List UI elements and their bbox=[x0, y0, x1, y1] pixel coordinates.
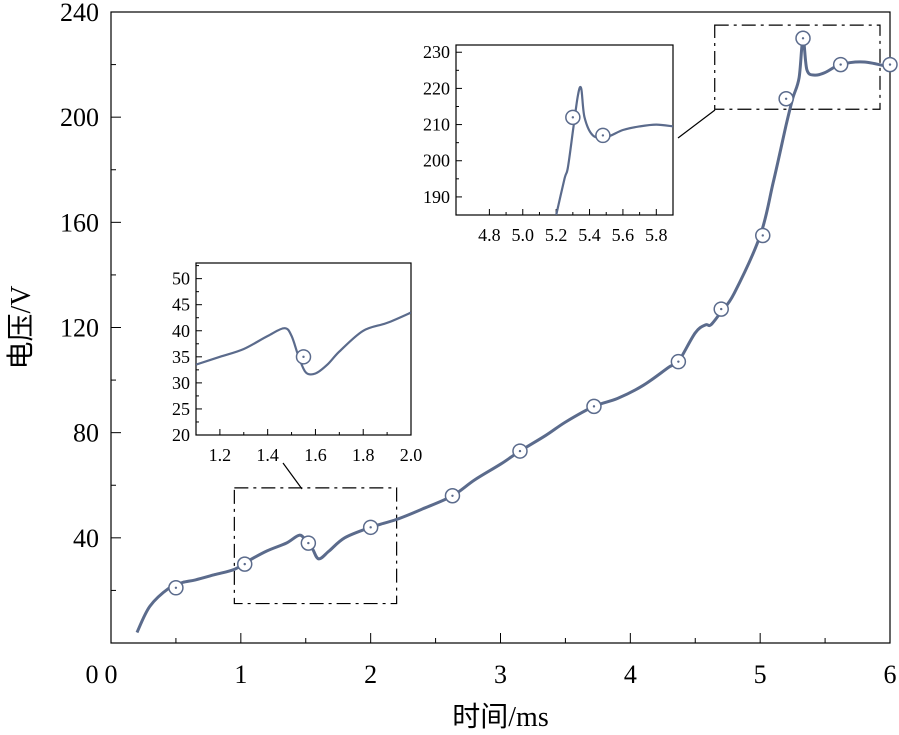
series-line bbox=[555, 85, 673, 215]
inset-background bbox=[196, 263, 411, 435]
inset-connector-high bbox=[677, 109, 716, 139]
series-line bbox=[135, 36, 890, 634]
y-axis-title: 电压/V bbox=[5, 285, 37, 369]
y-tick-label: 200 bbox=[423, 151, 450, 171]
series-marker bbox=[295, 349, 312, 365]
x-tick-label: 5.6 bbox=[612, 225, 635, 245]
x-tick-label: 4 bbox=[624, 660, 637, 689]
x-tick-label: 4.8 bbox=[478, 225, 501, 245]
y-tick-label: 220 bbox=[423, 78, 450, 98]
x-tick-label: 1.6 bbox=[304, 445, 327, 465]
series-marker bbox=[795, 30, 811, 47]
x-tick-label: 5.2 bbox=[545, 225, 568, 245]
y-tick-label: 20 bbox=[172, 425, 190, 445]
series-marker bbox=[565, 109, 581, 126]
series-marker bbox=[236, 556, 253, 572]
series-marker bbox=[512, 443, 528, 459]
series-marker bbox=[713, 301, 729, 317]
x-tick-label: 2.0 bbox=[400, 445, 423, 465]
x-tick-label: 5.4 bbox=[578, 225, 601, 245]
series-marker bbox=[595, 127, 611, 144]
series-marker bbox=[755, 227, 771, 244]
series-marker bbox=[444, 488, 461, 504]
series-marker bbox=[168, 580, 184, 596]
series-marker bbox=[832, 56, 849, 73]
series-line bbox=[196, 311, 411, 376]
y-tick-label: 40 bbox=[172, 321, 190, 341]
y-tick-label: 80 bbox=[73, 419, 99, 448]
x-tick-label: 0 bbox=[105, 660, 118, 689]
inset-background bbox=[456, 45, 673, 215]
zoom-box-low bbox=[233, 487, 398, 605]
y-tick-label: 240 bbox=[60, 0, 99, 27]
series-marker bbox=[586, 398, 602, 415]
x-axis-title: 时间/ms bbox=[452, 701, 548, 733]
inset-plot-low: 1.2 1.4 1.6 1.8 2.0 20 25 30 35 40 45 50 bbox=[172, 262, 423, 465]
y-tick-label: 35 bbox=[172, 347, 190, 367]
y-tick-label: 210 bbox=[423, 115, 450, 135]
plot-frame bbox=[195, 262, 412, 436]
y-tick-label: 190 bbox=[423, 187, 450, 207]
x-origin-label: 0 bbox=[86, 660, 99, 689]
y-tick-label: 25 bbox=[172, 399, 190, 419]
x-tick-label: 6 bbox=[884, 660, 897, 689]
inset-plot-high: 4.8 5.0 5.2 5.4 5.6 5.8 190 200 210 220 230 bbox=[423, 42, 674, 245]
series-marker bbox=[670, 353, 687, 370]
inset-connector-low bbox=[282, 462, 303, 490]
x-tick-label: 1 bbox=[234, 660, 247, 689]
y-tick-label: 160 bbox=[60, 208, 99, 237]
y-tick-label: 230 bbox=[423, 42, 450, 62]
series-marker bbox=[362, 519, 379, 536]
series-marker bbox=[882, 56, 898, 73]
x-tick-label: 5.8 bbox=[645, 225, 668, 245]
y-tick-label: 50 bbox=[172, 269, 190, 289]
x-tick-label: 1.8 bbox=[352, 445, 375, 465]
x-tick-label: 3 bbox=[494, 660, 507, 689]
plot-frame bbox=[455, 44, 674, 216]
zoom-box-high bbox=[714, 24, 881, 110]
x-tick-label: 1.2 bbox=[209, 445, 232, 465]
x-tick-label: 1.4 bbox=[256, 445, 279, 465]
x-tick-label: 5.0 bbox=[512, 225, 535, 245]
y-tick-label: 40 bbox=[73, 524, 99, 553]
y-tick-label: 30 bbox=[172, 373, 190, 393]
x-tick-label: 2 bbox=[364, 660, 377, 689]
y-tick-label: 45 bbox=[172, 295, 190, 315]
series-marker bbox=[300, 535, 317, 551]
y-tick-label: 120 bbox=[60, 314, 99, 343]
x-tick-label: 5 bbox=[754, 660, 767, 689]
series-marker bbox=[778, 91, 794, 107]
y-tick-label: 200 bbox=[60, 103, 99, 132]
